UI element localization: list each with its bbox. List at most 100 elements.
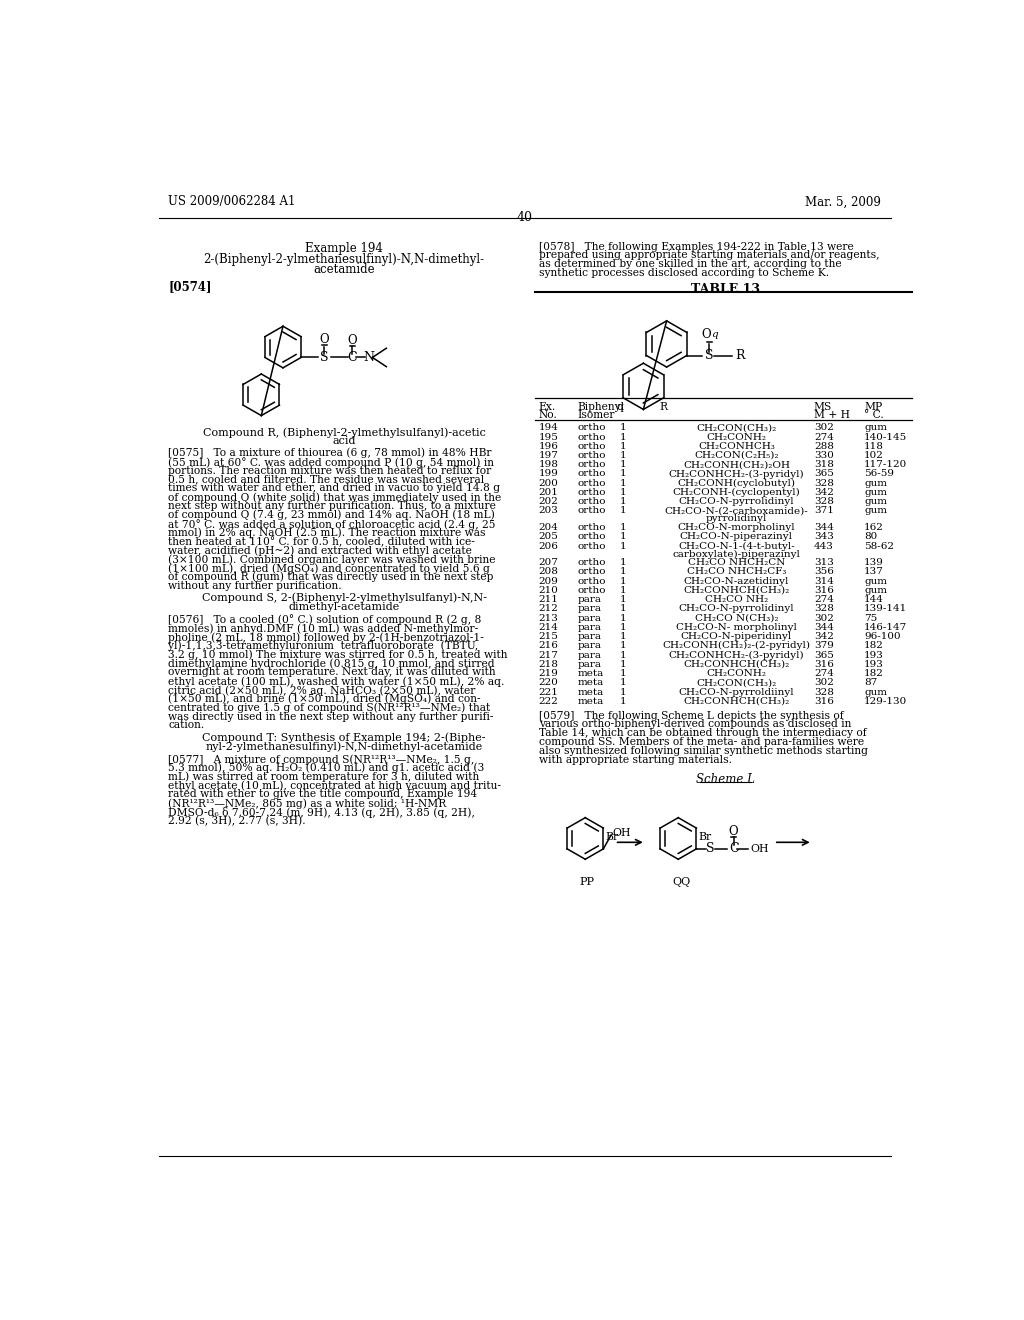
Text: next step without any further purification. Thus, to a mixture: next step without any further purificati…	[168, 502, 497, 511]
Text: 379: 379	[814, 642, 834, 651]
Text: CH₂CO-N-pyrrolidinyl: CH₂CO-N-pyrrolidinyl	[679, 605, 795, 614]
Text: Scheme L: Scheme L	[696, 774, 755, 785]
Text: CH₂CONHCH₃: CH₂CONHCH₃	[698, 442, 775, 450]
Text: 1: 1	[620, 688, 626, 697]
Text: CH₂CO-N-piperazinyl: CH₂CO-N-piperazinyl	[680, 532, 793, 541]
Text: meta: meta	[578, 697, 604, 706]
Text: CH₂CO-N-azetidinyl: CH₂CO-N-azetidinyl	[684, 577, 790, 586]
Text: 1: 1	[620, 451, 626, 459]
Text: CH₂CO-N-pyrroldiinyl: CH₂CO-N-pyrroldiinyl	[679, 688, 795, 697]
Text: [0574]: [0574]	[168, 280, 212, 293]
Text: 140-145: 140-145	[864, 433, 907, 441]
Text: C: C	[347, 351, 357, 364]
Text: [0575]   To a mixture of thiourea (6 g, 78 mmol) in 48% HBr: [0575] To a mixture of thiourea (6 g, 78…	[168, 447, 492, 458]
Text: 217: 217	[539, 651, 559, 660]
Text: 343: 343	[814, 532, 834, 541]
Text: 193: 193	[864, 651, 884, 660]
Text: [0578]   The following Examples 194-222 in Table 13 were: [0578] The following Examples 194-222 in…	[539, 242, 853, 252]
Text: dimethylamine hydrochloride (0.815 g, 10 mmol, and stirred: dimethylamine hydrochloride (0.815 g, 10…	[168, 659, 495, 669]
Text: ortho: ortho	[578, 479, 606, 487]
Text: 218: 218	[539, 660, 559, 669]
Text: 215: 215	[539, 632, 559, 642]
Text: gum: gum	[864, 586, 887, 595]
Text: 221: 221	[539, 688, 559, 697]
Text: carboxylate)-piperazinyl: carboxylate)-piperazinyl	[673, 549, 801, 558]
Text: CH₂CO N(CH₃)₂: CH₂CO N(CH₃)₂	[694, 614, 778, 623]
Text: 195: 195	[539, 433, 559, 441]
Text: 182: 182	[864, 642, 884, 651]
Text: 1: 1	[620, 541, 626, 550]
Text: CH₂CONHCH₂-(3-pyridyl): CH₂CONHCH₂-(3-pyridyl)	[669, 651, 804, 660]
Text: of compound R (gum) that was directly used in the next step: of compound R (gum) that was directly us…	[168, 572, 494, 582]
Text: (1×50 mL), and brine (1×50 mL), dried (MgSO₄) and con-: (1×50 mL), and brine (1×50 mL), dried (M…	[168, 694, 481, 705]
Text: Table 14, which can be obtained through the intermediacy of: Table 14, which can be obtained through …	[539, 729, 866, 738]
Text: 5.3 mmol), 50% aq. H₂O₂ (0.410 mL) and g1. acetic acid (3: 5.3 mmol), 50% aq. H₂O₂ (0.410 mL) and g…	[168, 763, 484, 774]
Text: CH₂CONH₂: CH₂CONH₂	[707, 669, 766, 678]
Text: ortho: ortho	[578, 442, 606, 450]
Text: meta: meta	[578, 678, 604, 688]
Text: M + H: M + H	[814, 411, 850, 420]
Text: gum: gum	[864, 498, 887, 506]
Text: 40: 40	[517, 211, 532, 224]
Text: gum: gum	[864, 479, 887, 487]
Text: CH₂CONH(CH₂)₂OH: CH₂CONH(CH₂)₂OH	[683, 461, 790, 469]
Text: CH₂CONHCH(CH₃)₂: CH₂CONHCH(CH₃)₂	[683, 660, 790, 669]
Text: meta: meta	[578, 669, 604, 678]
Text: 330: 330	[814, 451, 834, 459]
Text: 1: 1	[620, 532, 626, 541]
Text: 274: 274	[814, 595, 834, 605]
Text: nyl-2-ylmethanesulfinyl)-N,N-dimethyl-acetamide: nyl-2-ylmethanesulfinyl)-N,N-dimethyl-ac…	[206, 742, 483, 752]
Text: 1: 1	[620, 523, 626, 532]
Text: para: para	[578, 595, 601, 605]
Text: citric acid (2×50 mL), 2% aq. NaHCO₃ (2×50 mL), water: citric acid (2×50 mL), 2% aq. NaHCO₃ (2×…	[168, 685, 476, 696]
Text: dimethyl-acetamide: dimethyl-acetamide	[289, 602, 399, 612]
Text: ortho: ortho	[578, 558, 606, 568]
Text: with appropriate starting materials.: with appropriate starting materials.	[539, 755, 732, 764]
Text: MS: MS	[814, 401, 833, 412]
Text: 1: 1	[620, 614, 626, 623]
Text: ethyl acetate (100 mL), washed with water (1×50 mL), 2% aq.: ethyl acetate (100 mL), washed with wate…	[168, 676, 505, 686]
Text: O: O	[319, 333, 329, 346]
Text: 1: 1	[620, 697, 626, 706]
Text: portions. The reaction mixture was then heated to reflux for: portions. The reaction mixture was then …	[168, 466, 492, 475]
Text: 1: 1	[620, 558, 626, 568]
Text: of compound Q (7.4 g, 23 mmol) and 14% aq. NaOH (18 mL): of compound Q (7.4 g, 23 mmol) and 14% a…	[168, 510, 496, 520]
Text: CH₂CONH(CH₂)₂-(2-pyridyl): CH₂CONH(CH₂)₂-(2-pyridyl)	[663, 642, 810, 651]
Text: CH₂CO-N- morpholinyl: CH₂CO-N- morpholinyl	[676, 623, 797, 632]
Text: CH₂CONH(cyclobutyl): CH₂CONH(cyclobutyl)	[677, 479, 796, 488]
Text: 203: 203	[539, 507, 559, 515]
Text: mmoles) in anhyd.DMF (10 mL) was added N-methylmor-: mmoles) in anhyd.DMF (10 mL) was added N…	[168, 623, 478, 634]
Text: 365: 365	[814, 470, 834, 478]
Text: 206: 206	[539, 541, 559, 550]
Text: ortho: ortho	[578, 532, 606, 541]
Text: CH₂CO-N-(2-carboxamide)-: CH₂CO-N-(2-carboxamide)-	[665, 507, 808, 515]
Text: (NR¹²R¹³—NMe₂, 865 mg) as a white solid; ¹H-NMR: (NR¹²R¹³—NMe₂, 865 mg) as a white solid;…	[168, 799, 446, 809]
Text: 1: 1	[620, 442, 626, 450]
Text: was directly used in the next step without any further purifi-: was directly used in the next step witho…	[168, 711, 494, 722]
Text: 58-62: 58-62	[864, 541, 894, 550]
Text: 344: 344	[814, 623, 834, 632]
Text: CH₂CO-N-piperidinyl: CH₂CO-N-piperidinyl	[681, 632, 792, 642]
Text: 1: 1	[620, 488, 626, 496]
Text: 139: 139	[864, 558, 884, 568]
Text: S: S	[321, 351, 329, 364]
Text: yl)-1,1,3,3-tetramethyluronium  tetrafluoroborate  (TBTU,: yl)-1,1,3,3-tetramethyluronium tetrafluo…	[168, 640, 478, 651]
Text: 302: 302	[814, 678, 834, 688]
Text: S: S	[707, 842, 715, 855]
Text: 216: 216	[539, 642, 559, 651]
Text: compound SS. Members of the meta- and para-families were: compound SS. Members of the meta- and pa…	[539, 737, 864, 747]
Text: 0.5 h, cooled and filtered. The residue was washed several: 0.5 h, cooled and filtered. The residue …	[168, 474, 484, 484]
Text: 328: 328	[814, 605, 834, 614]
Text: CH₂CO-N-pyrrolidinyl: CH₂CO-N-pyrrolidinyl	[679, 498, 795, 506]
Text: CH₂CONHCH(CH₃)₂: CH₂CONHCH(CH₃)₂	[683, 697, 790, 706]
Text: 1: 1	[620, 595, 626, 605]
Text: para: para	[578, 623, 601, 632]
Text: (55 mL) at 60° C. was added compound P (10 g, 54 mmol) in: (55 mL) at 60° C. was added compound P (…	[168, 457, 495, 467]
Text: 365: 365	[814, 651, 834, 660]
Text: para: para	[578, 642, 601, 651]
Text: Biphenyl: Biphenyl	[578, 401, 625, 412]
Text: 214: 214	[539, 623, 559, 632]
Text: Compound R, (Biphenyl-2-ylmethylsulfanyl)-acetic: Compound R, (Biphenyl-2-ylmethylsulfanyl…	[203, 428, 485, 438]
Text: CH₂CONH₂: CH₂CONH₂	[707, 433, 766, 441]
Text: ortho: ortho	[578, 568, 606, 577]
